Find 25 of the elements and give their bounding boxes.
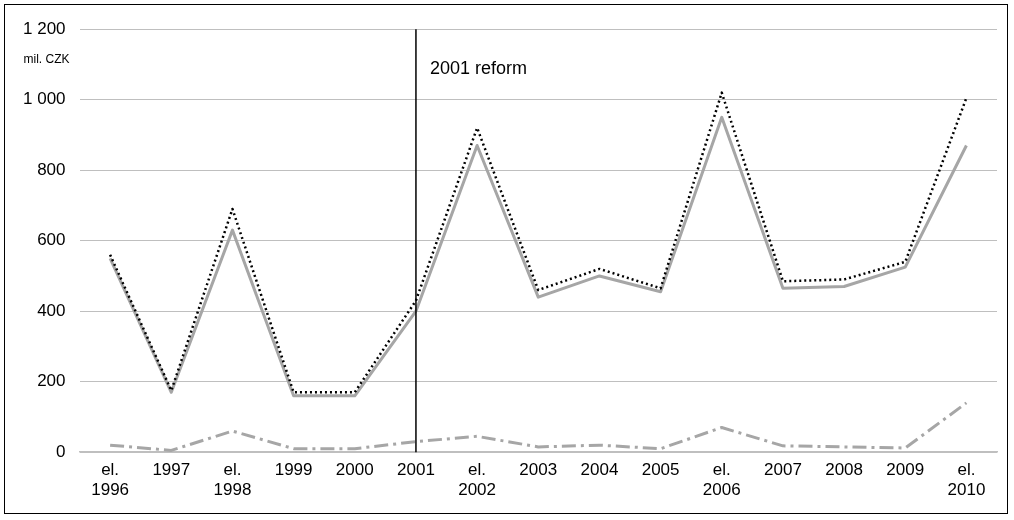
y-tick-label: 1 200 bbox=[22, 18, 66, 38]
x-tick-label: 2004 bbox=[580, 460, 619, 480]
x-tick-label: 2003 bbox=[519, 460, 558, 480]
x-tick-label: 2005 bbox=[641, 460, 680, 480]
x-tick-label: el. 2006 bbox=[702, 460, 741, 500]
x-tick-label: 1999 bbox=[274, 460, 313, 480]
line-series bbox=[108, 401, 968, 452]
x-tick-label: el. 1998 bbox=[213, 460, 252, 500]
x-tick-label: 1997 bbox=[152, 460, 191, 480]
ref-line-label: 2001 reform bbox=[429, 58, 528, 79]
x-tick-label: 2001 bbox=[397, 460, 435, 480]
y-tick-label: 800 bbox=[37, 159, 66, 179]
y-tick-label: 400 bbox=[37, 300, 66, 320]
y-tick-label: 200 bbox=[37, 371, 66, 391]
x-tick-label: el. 1996 bbox=[91, 460, 130, 500]
y-tick-label: 0 bbox=[56, 441, 66, 461]
x-tick-label: el. 2002 bbox=[458, 460, 497, 500]
x-tick-label: 2000 bbox=[335, 460, 374, 480]
y-axis-title: mil. CZK bbox=[23, 51, 70, 66]
y-tick-label: 600 bbox=[37, 230, 66, 250]
x-tick-label: 2009 bbox=[886, 460, 925, 480]
x-tick-label: 2007 bbox=[764, 460, 802, 480]
x-tick-label: el. 2010 bbox=[947, 460, 986, 500]
x-tick-label: 2008 bbox=[825, 460, 863, 480]
y-tick-label: 1 000 bbox=[22, 89, 66, 109]
